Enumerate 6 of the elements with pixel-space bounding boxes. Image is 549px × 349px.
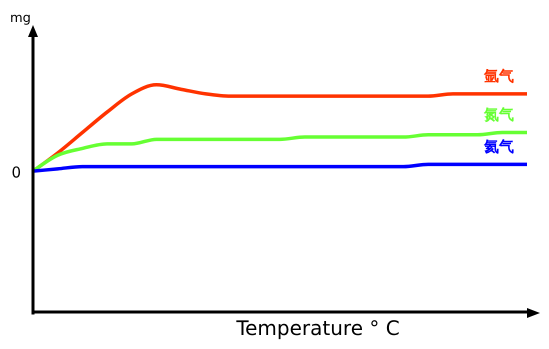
y-axis-title: mg [10,11,31,26]
series-label: 氦气 [483,137,514,156]
series-label: 氮气 [483,106,514,124]
text: 0 [11,164,21,182]
x-axis-title: Temperature ° C [235,316,401,340]
series-label: 氩气 [483,66,514,85]
